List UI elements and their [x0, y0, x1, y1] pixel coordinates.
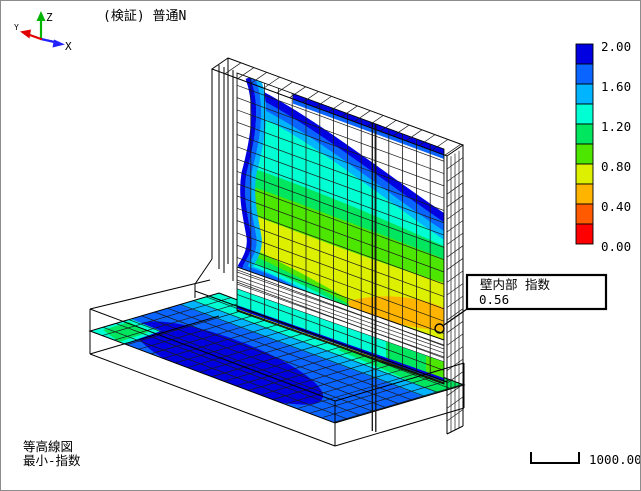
wall-thin-green	[237, 241, 381, 318]
legend-swatch-9	[575, 223, 594, 245]
z-axis-label: Z	[46, 11, 53, 24]
min-point-marker	[434, 323, 445, 334]
wireframe-outline	[89, 57, 465, 447]
min-value-callout[interactable]: 壁内部 指数 0.56	[434, 273, 608, 334]
joint-band-top-edge	[237, 266, 444, 341]
legend-tick-label: 1.60	[601, 79, 631, 94]
footer-line1: 等高線図	[23, 439, 73, 454]
wall-left-ribbon-dark	[237, 77, 257, 269]
wall-top-strip-blue	[293, 99, 444, 159]
callout-label: 壁内部 指数	[480, 277, 551, 292]
wall-left-margin	[237, 73, 252, 267]
callout-value: 0.56	[479, 292, 509, 307]
wall-mesh-grid	[237, 73, 444, 384]
legend-swatch-0	[575, 43, 594, 65]
z-axis-arrowhead	[36, 11, 46, 21]
legend-tick-label: 0.80	[601, 159, 631, 174]
wall-plane-outline	[236, 72, 445, 385]
legend-swatch-1	[575, 63, 594, 85]
wall-thin-teal	[237, 248, 361, 311]
scale-bar-bracket	[530, 452, 580, 464]
callout-box[interactable]	[465, 273, 608, 311]
legend-tick-label: 0.40	[601, 199, 631, 214]
legend-swatch-2	[575, 83, 594, 105]
legend-swatch-3	[575, 103, 594, 125]
x-axis-label: X	[65, 40, 72, 53]
wall-base-strip-edge	[237, 309, 444, 384]
legend-tick-label: 1.20	[601, 119, 631, 134]
footing-sky-band	[180, 301, 438, 397]
x-axis-arrowhead	[52, 39, 65, 48]
figure-title: (検証) 普通N	[103, 9, 186, 24]
legend-swatch-4	[575, 123, 594, 145]
legend-tick-label: 2.00	[601, 39, 631, 54]
wall-contour-plane	[236, 72, 445, 385]
wall-joint-double-line	[371, 122, 377, 432]
contour-legend: 2.00 1.60 1.20 0.80 0.40 0.00	[575, 39, 631, 254]
y-axis-label: Y	[14, 23, 19, 32]
legend-tick-label: 0.00	[601, 239, 631, 254]
callout-leader-line	[443, 308, 468, 326]
legend-swatch-8	[575, 203, 594, 225]
wall-top-strip-dark	[293, 93, 444, 155]
footer-line2: 最小-指数	[23, 453, 81, 468]
wall-joint-band	[237, 267, 444, 362]
scale-bar: 1000.00	[530, 452, 641, 467]
wall-thin-blue	[237, 263, 295, 288]
axis-triad: Z X Y	[14, 11, 72, 53]
y-axis-arrowhead	[20, 29, 31, 39]
wall-left-ribbon-sky	[247, 77, 267, 269]
legend-swatch-7	[575, 183, 594, 205]
scale-bar-label: 1000.00	[589, 452, 641, 467]
legend-swatch-6	[575, 163, 594, 185]
legend-swatch-5	[575, 143, 594, 165]
